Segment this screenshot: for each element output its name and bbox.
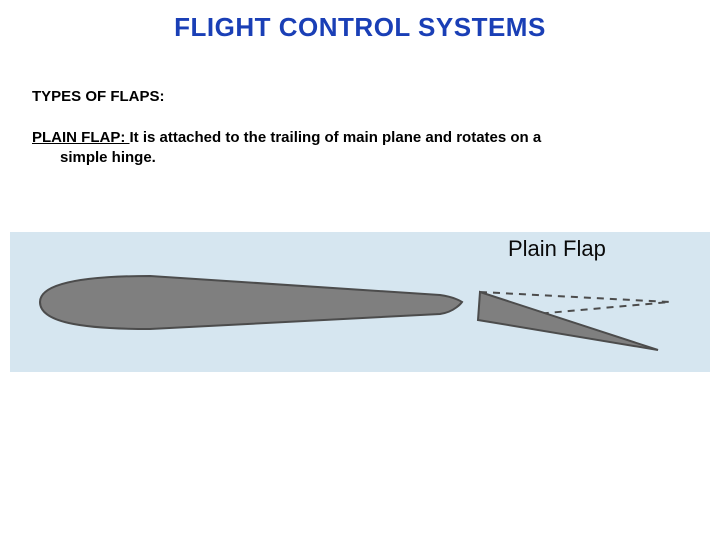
- section-heading: TYPES OF FLAPS:: [32, 88, 165, 105]
- body-text: PLAIN FLAP: It is attached to the traili…: [32, 128, 672, 169]
- plain-flap-diagram: Plain Flap: [10, 232, 710, 372]
- diagram-label: Plain Flap: [508, 236, 606, 262]
- body-line-2: simple hinge.: [32, 148, 672, 168]
- body-line-1: It is attached to the trailing of main p…: [130, 129, 542, 146]
- flap-name-label: PLAIN FLAP:: [32, 129, 130, 146]
- page-title: FLIGHT CONTROL SYSTEMS: [0, 12, 720, 43]
